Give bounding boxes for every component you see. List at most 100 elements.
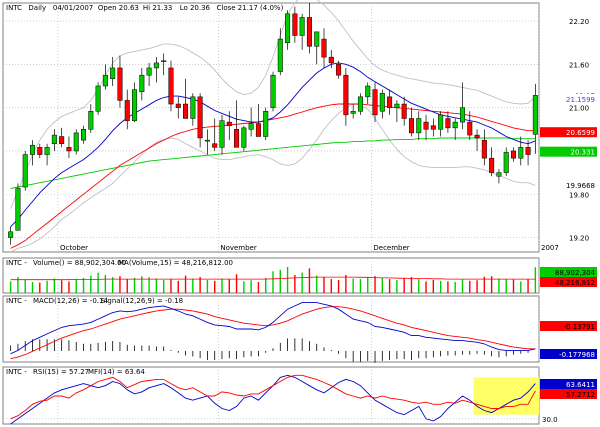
price-tick-label: 19.80 bbox=[569, 191, 589, 199]
candle-body bbox=[110, 67, 116, 80]
panel-frame-rsi bbox=[2, 366, 540, 425]
chart-title-open: Open 20.63 bbox=[98, 4, 139, 12]
price-value-tag-text: 20.331 bbox=[571, 149, 596, 157]
candle-body bbox=[66, 147, 72, 152]
candle-body bbox=[343, 74, 349, 116]
candle-body bbox=[197, 96, 203, 139]
candle-body bbox=[22, 154, 28, 188]
volume-value-tag-text: 48,216,812 bbox=[555, 279, 595, 287]
candle-body bbox=[532, 95, 538, 135]
price-tick-label: 22.20 bbox=[569, 18, 589, 26]
candle-body bbox=[175, 103, 181, 108]
chart-title-period: Daily bbox=[28, 4, 46, 12]
candle-body bbox=[379, 92, 385, 112]
candle-body bbox=[241, 127, 247, 148]
candle-body bbox=[401, 103, 407, 119]
candle-body bbox=[408, 118, 414, 134]
rsi-tick-label: 30.0 bbox=[542, 416, 558, 424]
candle-body bbox=[124, 100, 130, 121]
rsi-value-tag bbox=[540, 379, 597, 389]
macd-signal-label: Signal(12,26,9) = -0.18 bbox=[101, 297, 183, 305]
chart-title-date: 04/01/2007 bbox=[53, 4, 93, 12]
x-axis-label: December bbox=[373, 244, 409, 252]
candle-body bbox=[270, 74, 276, 108]
volume-value-tag bbox=[540, 267, 597, 277]
candle-body bbox=[204, 139, 210, 142]
candle-body bbox=[452, 121, 458, 129]
candle-body bbox=[153, 62, 159, 69]
candle-body bbox=[285, 13, 291, 43]
candle-body bbox=[29, 144, 36, 155]
x-axis-label: 2007 bbox=[541, 244, 559, 252]
price-value-tag-text: 21.1599 bbox=[566, 96, 595, 104]
candle-body bbox=[372, 89, 378, 116]
volume-value-label: Volume() = 88,902,304.00 bbox=[33, 259, 126, 267]
candle-body bbox=[51, 134, 57, 144]
chart-title-high: Hi 21.33 bbox=[143, 4, 172, 12]
candle-body bbox=[132, 89, 138, 121]
price-tick-label: 19.20 bbox=[569, 235, 589, 243]
price-value-tag-text: 20.6599 bbox=[566, 129, 595, 137]
candle-body bbox=[44, 147, 50, 155]
candle-body bbox=[510, 150, 517, 159]
macd-symbol-label: INTC - bbox=[6, 297, 27, 305]
mfi-value-label: MFI(14) = 63.64 bbox=[88, 368, 145, 376]
candle-body bbox=[438, 114, 444, 130]
candle-body bbox=[190, 96, 196, 119]
candle-body bbox=[518, 147, 524, 159]
price-tick-label: 21.60 bbox=[569, 61, 589, 69]
candle-body bbox=[59, 136, 65, 144]
candle-body bbox=[416, 118, 422, 134]
candle-body bbox=[168, 67, 174, 105]
candle-body bbox=[321, 38, 327, 58]
candle-body bbox=[146, 67, 152, 76]
candle-body bbox=[117, 67, 123, 101]
candle-body bbox=[248, 123, 254, 130]
candle-body bbox=[481, 139, 487, 159]
chart-title-low: Lo 20.36 bbox=[180, 4, 211, 12]
rsi-value-label: RSI(15) = 57.27 bbox=[33, 368, 89, 376]
candle-body bbox=[467, 121, 473, 136]
volume-ma-line bbox=[10, 276, 536, 281]
candle-body bbox=[525, 147, 531, 155]
candle-body bbox=[234, 129, 240, 148]
candle-body bbox=[314, 31, 320, 47]
rsi-highlight-box bbox=[473, 377, 539, 415]
candle-body bbox=[277, 38, 283, 72]
candle-body bbox=[489, 157, 495, 173]
price-tick-label: 21.00 bbox=[569, 105, 589, 113]
candle-body bbox=[161, 60, 167, 62]
volume-value-tag bbox=[540, 277, 597, 287]
volume-value-tag-text: 88,902,304 bbox=[555, 269, 596, 277]
candle-body bbox=[88, 111, 94, 130]
candle-body bbox=[387, 96, 393, 108]
candle-body bbox=[306, 17, 312, 47]
candle-body bbox=[8, 231, 14, 238]
candle-body bbox=[102, 74, 108, 87]
price-value-tag bbox=[540, 127, 597, 138]
macd-value-tag-text: -0.13791 bbox=[564, 323, 595, 331]
panel-frame-vol bbox=[2, 257, 540, 294]
candle-body bbox=[73, 132, 79, 152]
candle-body bbox=[328, 56, 334, 64]
candle-body bbox=[394, 103, 400, 108]
macd-signal-line bbox=[10, 306, 536, 360]
price-value-tag-text: 19.9668 bbox=[566, 182, 595, 190]
rsi-value-tag-text: 57.2712 bbox=[566, 391, 595, 399]
candle-body bbox=[37, 147, 43, 155]
candle-body bbox=[459, 107, 465, 123]
candle-body bbox=[81, 129, 87, 141]
candle-body bbox=[496, 172, 502, 177]
candle-body bbox=[95, 85, 101, 112]
macd-value-tag-text: -0.177968 bbox=[559, 351, 595, 359]
candle-body bbox=[255, 123, 261, 137]
candle-body bbox=[430, 125, 436, 130]
volume-ma-label: MA(Volume,15) = 48,216,812.00 bbox=[118, 259, 233, 267]
rsi-value-tag bbox=[540, 389, 597, 399]
x-axis-label: November bbox=[220, 244, 257, 252]
macd-line bbox=[10, 302, 536, 355]
panel-frame-macd bbox=[2, 295, 540, 363]
candle-body bbox=[226, 121, 232, 126]
